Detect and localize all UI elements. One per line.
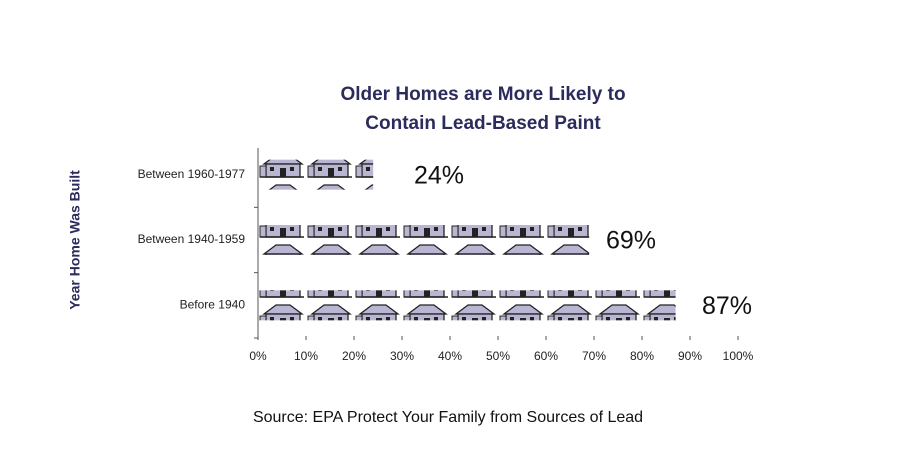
x-tick-label: 90% xyxy=(678,349,702,363)
x-tick-label: 100% xyxy=(723,349,754,363)
y-axis-label: Year Home Was Built xyxy=(67,170,83,310)
x-tick-label: 30% xyxy=(390,349,414,363)
x-tick-label: 60% xyxy=(534,349,558,363)
x-tick-label: 0% xyxy=(249,349,267,363)
value-label: 87% xyxy=(702,292,752,320)
y-tick-label: Between 1960-1977 xyxy=(138,167,246,181)
source: Source: EPA Protect Your Family from Sou… xyxy=(253,409,643,426)
y-tick-label: Before 1940 xyxy=(180,298,246,312)
bar xyxy=(258,225,590,255)
value-label: 69% xyxy=(606,227,656,255)
chart-title: Older Homes are More Likely to Contain L… xyxy=(340,84,626,134)
bar xyxy=(258,159,374,190)
y-tick-label: Between 1940-1959 xyxy=(138,232,246,246)
x-tick-label: 70% xyxy=(582,349,606,363)
x-tick-label: 80% xyxy=(630,349,654,363)
x-tick-label: 10% xyxy=(294,349,318,363)
value-label: 24% xyxy=(414,161,464,189)
bar xyxy=(258,290,676,321)
x-tick-label: 40% xyxy=(438,349,462,363)
x-tick-label: 20% xyxy=(342,349,366,363)
x-tick-label: 50% xyxy=(486,349,510,363)
